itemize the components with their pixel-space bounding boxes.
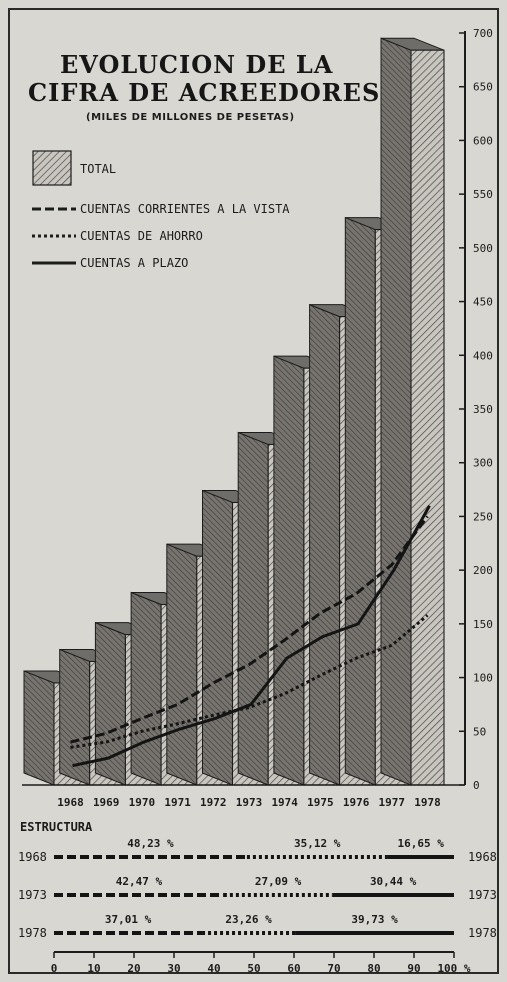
structure-year-right-1973: 1973 xyxy=(468,888,497,902)
y-tick-label-600: 600 xyxy=(473,134,493,147)
bar-side xyxy=(380,37,412,786)
structure-chart: 1968 1968 48,23 % 35,12 % 16,65 % 1973 1973 42,… xyxy=(18,837,497,975)
legend-total-swatch xyxy=(32,150,72,186)
line-cuentas-corrientes-a-la-vista xyxy=(70,515,429,744)
line-cuentas-a-plazo xyxy=(72,504,431,768)
bar-side xyxy=(309,303,341,786)
bar-1978 xyxy=(380,37,445,786)
structure-label-1978-2: 39,73 % xyxy=(351,913,398,926)
x-label-1972: 1972 xyxy=(200,796,227,809)
x-label-1974: 1974 xyxy=(271,796,298,809)
y-tick-label-300: 300 xyxy=(473,457,493,470)
x-label-1969: 1969 xyxy=(93,796,120,809)
structure-year-left-1968: 1968 xyxy=(18,850,47,864)
bar-side xyxy=(23,670,55,786)
bar-side xyxy=(166,543,198,786)
structure-xtick-label-1: 10 xyxy=(87,962,100,975)
x-label-1978: 1978 xyxy=(414,796,441,809)
chart-subtitle: (MILES DE MILLONES DE PESETAS) xyxy=(86,112,295,123)
chart-title-line2: CIFRA DE ACREEDORES xyxy=(28,78,381,107)
x-label-1975: 1975 xyxy=(307,796,334,809)
y-tick-label-100: 100 xyxy=(473,672,493,685)
structure-xtick-label-2: 20 xyxy=(127,962,140,975)
legend-ahorro-swatch xyxy=(32,234,76,238)
structure-label-1973-1: 27,09 % xyxy=(255,875,302,888)
legend-ahorro-label: CUENTAS DE AHORRO xyxy=(80,229,203,243)
structure-xtick-label-0: 0 xyxy=(51,962,58,975)
structure-xtick-label-5: 50 xyxy=(247,962,260,975)
structure-label-1968-2: 16,65 % xyxy=(398,837,445,850)
legend-vista-swatch xyxy=(32,207,76,211)
y-tick-label-650: 650 xyxy=(473,81,493,94)
structure-xtick-label-4: 40 xyxy=(207,962,220,975)
y-axis: 0 50 100 150 200 250 300 350 400 450 500 550 600 650 7… xyxy=(22,27,493,792)
structure-xtick-label-10: 100 % xyxy=(437,962,470,975)
line-cuentas-de-ahorro xyxy=(70,614,429,749)
structure-label-1978-0: 37,01 % xyxy=(105,913,152,926)
y-tick-label-700: 700 xyxy=(473,27,493,40)
y-tick-label-250: 250 xyxy=(473,510,493,523)
x-label-1973: 1973 xyxy=(236,796,263,809)
bar-side xyxy=(202,489,233,786)
bar-side xyxy=(130,591,162,786)
legend-plazo-swatch xyxy=(32,261,76,265)
structure-year-left-1978: 1978 xyxy=(18,926,47,940)
y-tick-label-0: 0 xyxy=(473,779,480,792)
structure-title: ESTRUCTURA xyxy=(20,820,93,834)
structure-year-right-1968: 1968 xyxy=(468,850,497,864)
structure-xtick-label-3: 30 xyxy=(167,962,180,975)
bar-face xyxy=(410,49,445,786)
legend-plazo-label: CUENTAS A PLAZO xyxy=(80,256,189,270)
bars-layer xyxy=(23,37,445,786)
x-axis-labels: 1968 1969 1970 1971 1972 1973 1974 1975 1976 1977… xyxy=(57,796,441,809)
bar-side xyxy=(273,355,305,786)
x-label-1977: 1977 xyxy=(379,796,406,809)
structure-xtick-label-6: 60 xyxy=(287,962,300,975)
y-tick-label-550: 550 xyxy=(473,188,493,201)
legend-total-label: TOTAL xyxy=(80,162,117,176)
x-label-1976: 1976 xyxy=(343,796,370,809)
y-tick-label-50: 50 xyxy=(473,725,486,738)
y-tick-label-150: 150 xyxy=(473,618,493,631)
structure-year-left-1973: 1973 xyxy=(18,888,47,902)
chart-title-line1: EVOLUCION DE LA xyxy=(60,50,334,79)
lines-layer xyxy=(70,504,431,768)
bar-side xyxy=(237,431,269,786)
structure-xtick-label-7: 70 xyxy=(327,962,340,975)
bar-side xyxy=(344,216,376,786)
y-tick-label-200: 200 xyxy=(473,564,493,577)
structure-label-1973-2: 30,44 % xyxy=(370,875,417,888)
x-label-1970: 1970 xyxy=(129,796,156,809)
y-tick-label-500: 500 xyxy=(473,242,493,255)
x-label-1971: 1971 xyxy=(164,796,191,809)
y-tick-label-450: 450 xyxy=(473,296,493,309)
structure-xtick-label-9: 90 xyxy=(407,962,420,975)
y-tick-label-400: 400 xyxy=(473,349,493,362)
structure-xtick-label-8: 80 xyxy=(367,962,380,975)
legend-vista-label: CUENTAS CORRIENTES A LA VISTA xyxy=(80,202,290,216)
structure-label-1978-1: 23,26 % xyxy=(225,913,272,926)
y-tick-label-350: 350 xyxy=(473,403,493,416)
structure-label-1973-0: 42,47 % xyxy=(116,875,163,888)
structure-label-1968-0: 48,23 % xyxy=(127,837,174,850)
x-label-1968: 1968 xyxy=(57,796,84,809)
structure-label-1968-1: 35,12 % xyxy=(294,837,341,850)
structure-year-right-1978: 1978 xyxy=(468,926,497,940)
